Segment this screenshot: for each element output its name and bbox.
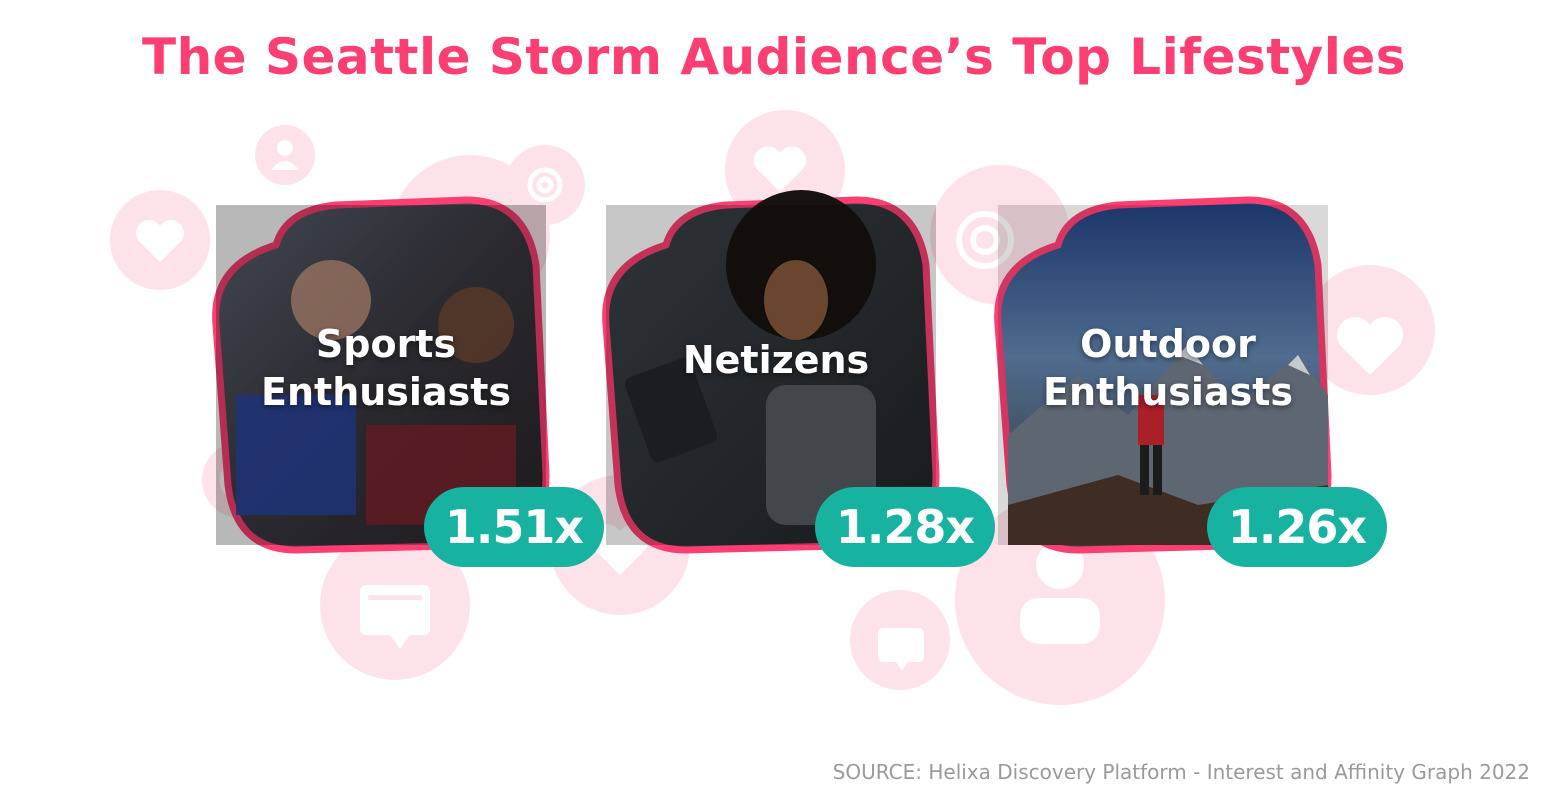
lifestyle-label-line1: Netizens: [682, 338, 870, 382]
chat-bubble-icon: [878, 628, 924, 671]
heart-icon: [591, 524, 649, 575]
page-title: The Seattle Storm Audience’s Top Lifesty…: [141, 28, 1407, 86]
heart-icon: [753, 146, 807, 192]
lifestyle-label-line2: Enthusiasts: [261, 370, 511, 414]
heart-icon: [1336, 316, 1404, 375]
target-icon: [956, 211, 1014, 269]
woman-with-tablet-photo: [602, 190, 940, 554]
user-icon: [1020, 541, 1100, 644]
user-icon: [271, 140, 299, 170]
lifestyle-label-line1: Sports: [315, 322, 457, 366]
multiplier-badge: 1.28x: [815, 487, 995, 567]
source-note: SOURCE: Helixa Discovery Platform - Inte…: [832, 760, 1530, 784]
heart-icon: [135, 219, 185, 262]
at-sign-icon: [527, 167, 563, 203]
lifestyle-label-line2: Enthusiasts: [1043, 370, 1293, 414]
hiker-on-mountain-photo: [994, 196, 1332, 554]
lifestyle-card-outdoor: Outdoor Enthusiasts: [994, 196, 1332, 554]
multiplier-badge: 1.51x: [424, 487, 604, 567]
lifestyle-label-line1: Outdoor: [1080, 322, 1256, 366]
multiplier-badge: 1.26x: [1207, 487, 1387, 567]
lifestyle-card-netizens: Netizens: [602, 190, 940, 554]
chat-bubble-icon: [360, 585, 430, 649]
